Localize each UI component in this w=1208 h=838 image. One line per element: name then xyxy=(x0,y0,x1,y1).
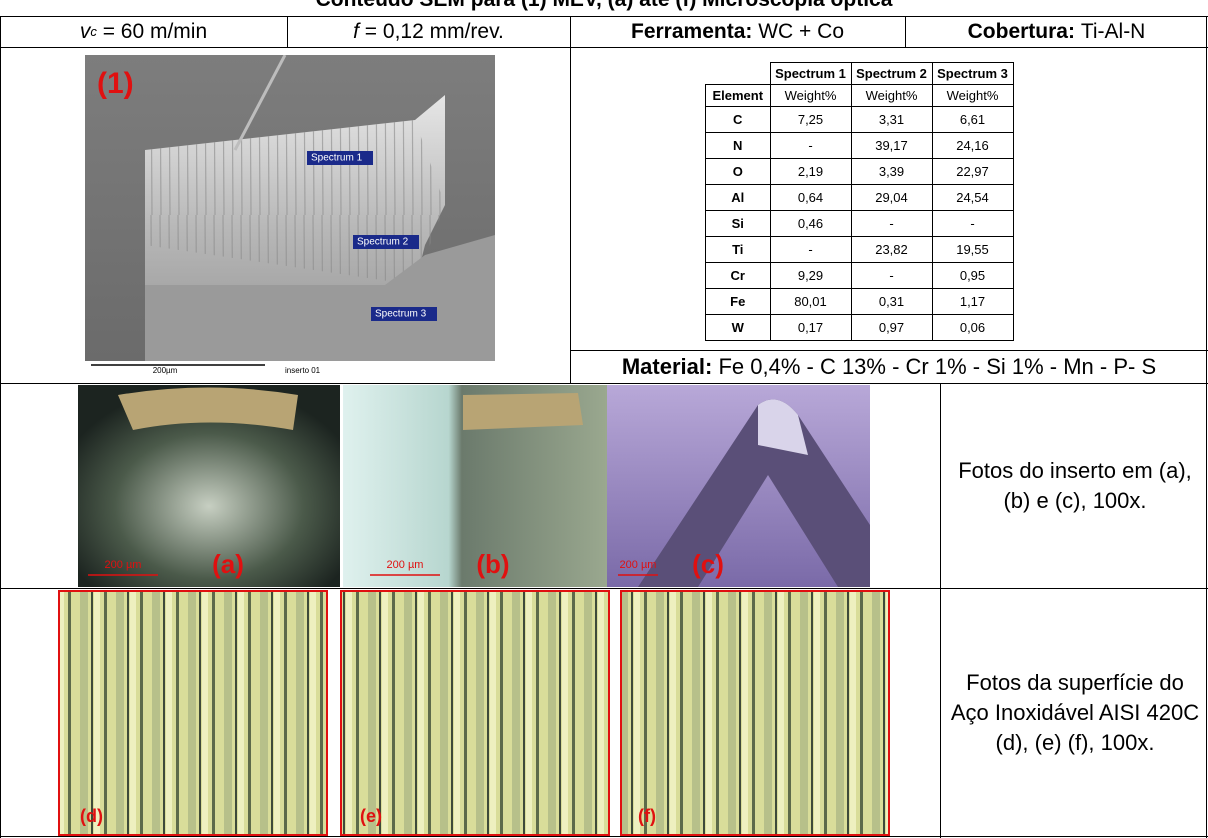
subscript: c xyxy=(90,24,97,39)
value: = 0,12 mm/rev. xyxy=(365,20,504,44)
label: Cobertura: xyxy=(968,20,1075,44)
photo-label: (b) xyxy=(476,549,509,579)
element: O xyxy=(706,159,771,185)
element: N xyxy=(706,133,771,159)
symbol: f xyxy=(353,20,359,44)
tool: Ferramenta: WC + Co xyxy=(570,16,905,47)
weight: 0,31 xyxy=(851,289,932,315)
page-body: Conteúdo SEM para (1) MEV, (a) até (f) M… xyxy=(0,0,1208,838)
weight: 7,25 xyxy=(770,107,851,133)
symbol: v xyxy=(80,20,91,44)
element: W xyxy=(706,315,771,341)
row-header: Element xyxy=(706,85,771,107)
weight: 24,54 xyxy=(932,185,1013,211)
value: Ti-Al-N xyxy=(1081,20,1146,44)
weight: 24,16 xyxy=(932,133,1013,159)
image-caption: inserto 01 xyxy=(285,366,321,375)
weight: 2,19 xyxy=(770,159,851,185)
photo-label: (d) xyxy=(80,806,103,826)
scale-label: 200 µm xyxy=(387,559,424,571)
element: Fe xyxy=(706,289,771,315)
element: Si xyxy=(706,211,771,237)
weight: 39,17 xyxy=(851,133,932,159)
insert-caption: Fotos do inserto em (a), (b) e (c), 100x… xyxy=(942,383,1208,588)
coating: Cobertura: Ti-Al-N xyxy=(905,16,1208,47)
corner xyxy=(706,63,771,85)
weight: - xyxy=(851,263,932,289)
element: Cr xyxy=(706,263,771,289)
material: Material: Fe 0,4% - C 13% - Cr 1% - Si 1… xyxy=(570,350,1208,383)
scale-label: 200 µm xyxy=(620,559,657,571)
weight: 3,39 xyxy=(851,159,932,185)
column-header: Spectrum 3 xyxy=(932,63,1013,85)
weight: - xyxy=(851,211,932,237)
rule xyxy=(570,16,571,383)
weight: 6,61 xyxy=(932,107,1013,133)
surface-caption: Fotos da superfície do Aço Inoxidável AI… xyxy=(942,588,1208,838)
rule xyxy=(0,16,1,838)
weight: 0,97 xyxy=(851,315,932,341)
weight: 0,17 xyxy=(770,315,851,341)
element: Al xyxy=(706,185,771,211)
weight: 0,46 xyxy=(770,211,851,237)
column-header: Spectrum 1 xyxy=(770,63,851,85)
table-row: N-39,1724,16 xyxy=(706,133,1014,159)
rule xyxy=(940,383,941,838)
sem-image: (1) Spectrum 1 Spectrum 2 Spectrum 3 200… xyxy=(85,55,495,375)
weight: 0,95 xyxy=(932,263,1013,289)
weight: 23,82 xyxy=(851,237,932,263)
label: Material: xyxy=(622,354,712,380)
photo-label: (e) xyxy=(360,806,382,826)
spectrum-marker: Spectrum 2 xyxy=(357,237,409,248)
label: Ferramenta: xyxy=(631,20,752,44)
unit: Weight% xyxy=(932,85,1013,107)
scale-label: 200µm xyxy=(153,366,178,375)
weight: 0,64 xyxy=(770,185,851,211)
weight: 29,04 xyxy=(851,185,932,211)
weight: 9,29 xyxy=(770,263,851,289)
spectrum-marker: Spectrum 1 xyxy=(311,153,363,164)
photo-label: (c) xyxy=(692,549,724,579)
page-title: Conteúdo SEM para (1) MEV, (a) até (f) M… xyxy=(0,0,1208,15)
column-header: Spectrum 2 xyxy=(851,63,932,85)
value: Fe 0,4% - C 13% - Cr 1% - Si 1% - Mn - P… xyxy=(718,354,1156,380)
weight: 0,06 xyxy=(932,315,1013,341)
weight: - xyxy=(770,237,851,263)
unit: Weight% xyxy=(770,85,851,107)
value: = 60 m/min xyxy=(103,20,207,44)
insert-photos: 200 µm (a) 200 µm (b) 200 µm (c) xyxy=(78,385,870,587)
scale-label: 200 µm xyxy=(105,559,142,571)
weight: - xyxy=(770,133,851,159)
surface-photos: (d) (e) (f) xyxy=(58,590,890,836)
unit: Weight% xyxy=(851,85,932,107)
weight: 22,97 xyxy=(932,159,1013,185)
image-label: (1) xyxy=(97,67,134,100)
weight: 19,55 xyxy=(932,237,1013,263)
weight: 3,31 xyxy=(851,107,932,133)
element: C xyxy=(706,107,771,133)
weight: 80,01 xyxy=(770,289,851,315)
feed: f = 0,12 mm/rev. xyxy=(287,16,570,47)
page: Ensaio html, body { margin: 0; padding: … xyxy=(0,0,1208,838)
weight: - xyxy=(932,211,1013,237)
rule xyxy=(0,47,1208,48)
photo-label: (f) xyxy=(638,806,656,826)
photo-label: (a) xyxy=(212,549,244,579)
table-row: Cr9,29-0,95 xyxy=(706,263,1014,289)
spectrum-marker: Spectrum 3 xyxy=(375,309,427,320)
element: Ti xyxy=(706,237,771,263)
value: WC + Co xyxy=(758,20,844,44)
weight: 1,17 xyxy=(932,289,1013,315)
